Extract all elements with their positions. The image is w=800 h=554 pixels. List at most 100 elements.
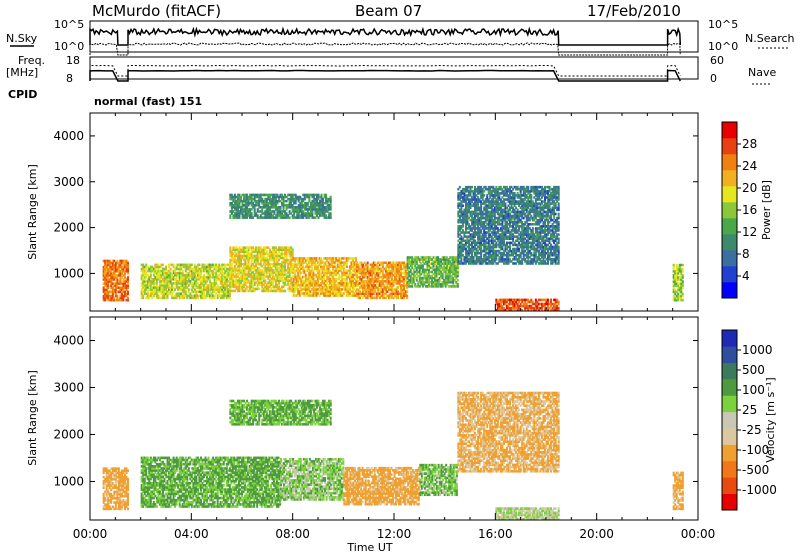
power-cell [252,273,255,276]
power-cell [480,247,483,251]
power-cell [259,195,262,199]
power-cell [427,262,430,265]
power-cell [299,208,302,211]
power-cell [216,284,219,287]
power-cell [362,267,365,271]
power-cell [300,214,303,217]
power-cell [250,250,253,254]
power-cell [212,263,215,267]
power-cell [267,246,270,249]
power-cell [344,288,347,291]
power-cell [201,275,204,279]
power-cell [239,275,242,278]
power-cell [155,278,158,281]
power-cell [239,269,242,272]
power-cell [471,258,474,261]
power-cell [298,271,301,275]
power-cell [325,208,328,211]
power-cell [329,271,332,275]
power-cell [233,206,236,209]
power-cell [227,296,230,300]
power-cell [219,278,222,281]
power-cell [484,243,487,247]
power-cell [398,278,401,281]
power-cell [149,265,152,269]
power-cell [273,197,276,201]
power-cell [256,193,259,197]
power-cell [453,258,456,261]
power-cell [111,296,114,300]
power-cell [149,273,152,277]
power-cell [104,296,107,300]
power-cell [474,218,477,222]
power-cell [335,273,338,277]
power-cell [232,275,235,278]
power-cell [247,285,250,289]
power-cell [427,260,430,263]
power-cell [474,194,477,197]
power-cell [193,275,196,279]
power-cell [377,290,380,293]
power-cell [386,265,389,269]
power-cell [250,203,253,207]
power-cell [444,258,447,261]
power-cell [104,284,107,287]
power-cell [424,260,427,263]
power-cell [151,280,154,283]
power-cell [463,235,466,238]
power-cell [366,280,369,283]
power-cell [435,270,438,274]
power-cell [461,245,464,249]
power-cell [303,193,306,197]
power-cell [154,275,157,279]
power-cell [421,256,424,259]
power-cell [294,261,297,264]
power-cell [460,231,463,234]
power-cell [404,271,407,275]
power-cell [277,262,280,266]
power-cell [140,278,143,281]
power-cell [401,261,404,265]
power-cell [290,246,293,249]
power-cell [333,263,336,266]
power-cell [261,252,264,256]
power-cell [204,263,207,267]
power-cell [267,267,270,270]
power-cell [175,265,178,269]
power-cell [427,285,430,288]
power-cell [457,256,460,259]
power-cell [449,266,452,270]
power-cell [313,261,316,264]
power-cell [175,294,178,298]
power-cell [418,258,421,261]
power-cell [304,273,307,277]
power-cell [262,248,265,251]
power-cell [387,286,390,289]
power-cell [323,271,326,275]
power-cell [267,252,270,256]
power-cell [435,266,438,270]
power-cell [395,296,398,300]
power-cell [230,250,233,254]
power-cell [114,276,117,279]
power-cell [474,204,477,207]
power-cell [241,201,244,205]
power-cell [294,273,297,277]
power-cell [443,258,446,261]
power-cell [143,290,146,293]
power-cell [426,260,429,263]
power-cell [348,294,351,297]
power-cell [274,289,277,293]
power-cell [432,276,435,280]
power-cell [366,267,369,271]
power-cell [259,248,262,251]
power-cell [268,258,271,262]
power-cell [353,261,356,264]
power-cell [168,288,171,291]
power-cell [255,246,258,249]
power-cell [180,267,183,271]
power-cell [486,196,489,199]
power-cell [318,283,321,287]
power-cell [163,280,166,283]
power-cell [460,237,463,240]
